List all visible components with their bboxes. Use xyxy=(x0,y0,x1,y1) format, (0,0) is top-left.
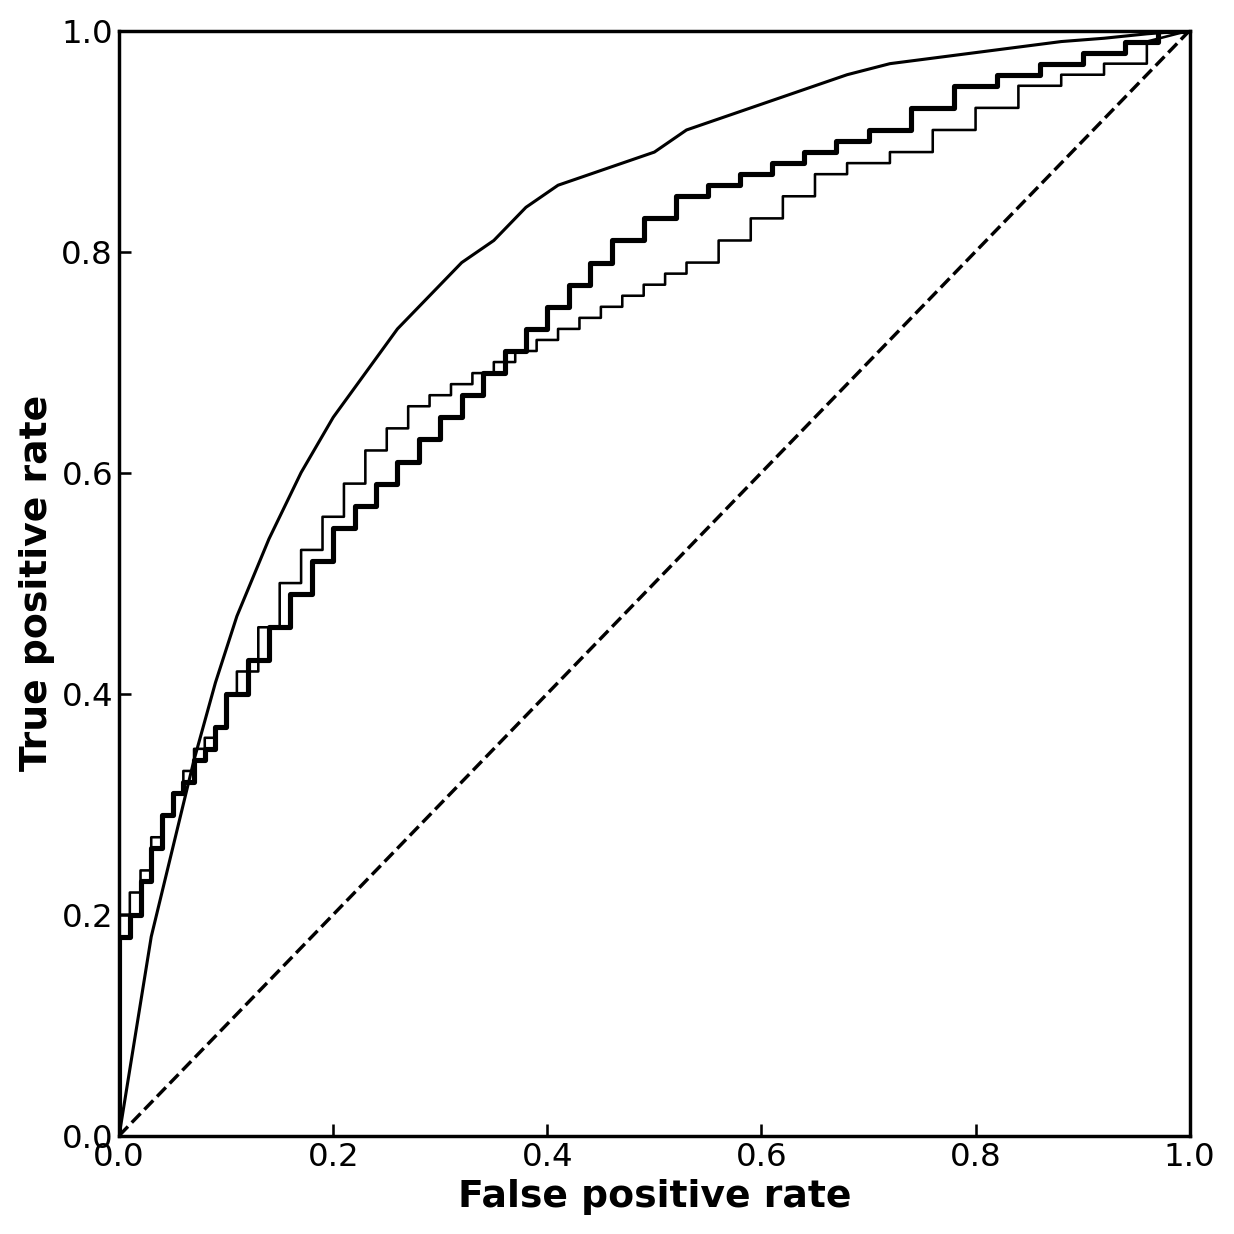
X-axis label: False positive rate: False positive rate xyxy=(458,1180,851,1215)
Y-axis label: True positive rate: True positive rate xyxy=(19,395,54,771)
